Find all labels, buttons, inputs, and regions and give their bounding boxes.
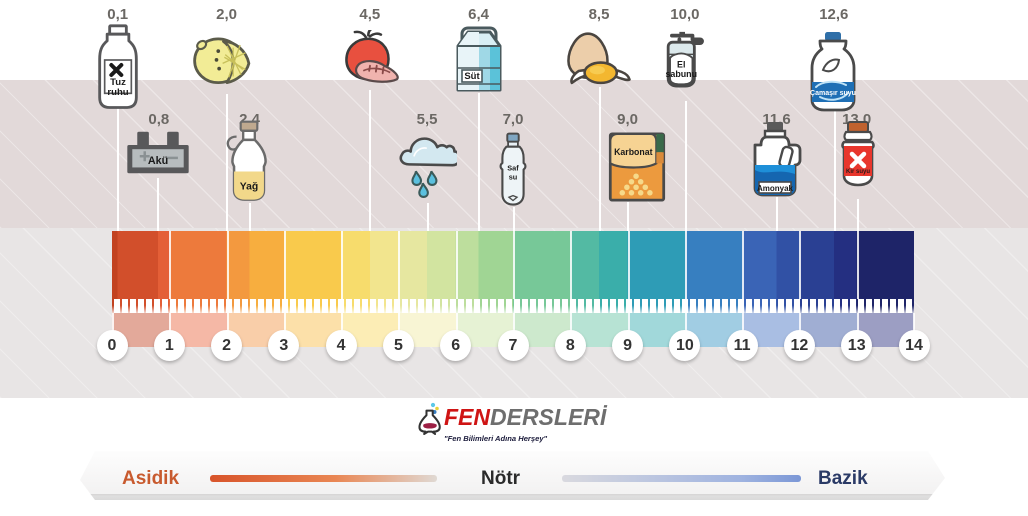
svg-text:Amonyak: Amonyak bbox=[757, 184, 794, 193]
svg-text:su: su bbox=[509, 172, 518, 181]
svg-text:Yağ: Yağ bbox=[240, 182, 258, 193]
svg-text:Akü: Akü bbox=[148, 155, 168, 167]
svg-text:Saf: Saf bbox=[507, 163, 519, 172]
svg-text:ruhu: ruhu bbox=[107, 87, 128, 98]
svg-text:Kir suyu: Kir suyu bbox=[846, 169, 870, 175]
svg-text:sabunu: sabunu bbox=[665, 69, 697, 79]
svg-text:Süt: Süt bbox=[464, 71, 480, 82]
svg-text:Karbonat: Karbonat bbox=[614, 147, 652, 157]
svg-text:Çamaşır suyu: Çamaşır suyu bbox=[810, 90, 856, 97]
